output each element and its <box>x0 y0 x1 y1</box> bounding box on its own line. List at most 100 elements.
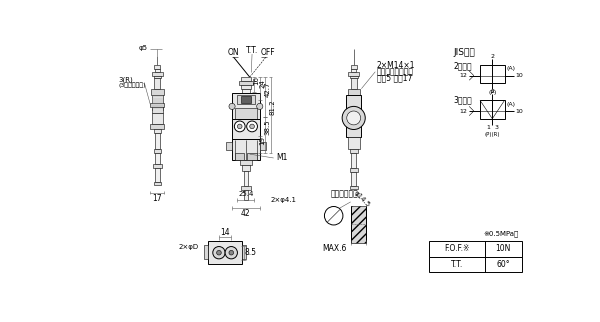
Circle shape <box>257 103 263 109</box>
Bar <box>244 190 248 200</box>
Text: 12: 12 <box>460 109 467 114</box>
Bar <box>155 133 160 149</box>
Bar <box>235 108 257 119</box>
Bar <box>350 186 358 189</box>
Bar <box>350 78 357 89</box>
Bar <box>242 245 246 259</box>
Bar <box>154 182 161 185</box>
Text: 10: 10 <box>515 109 523 114</box>
Text: 厚み5 対辺17: 厚み5 対辺17 <box>377 73 412 82</box>
Text: 2: 2 <box>490 54 494 59</box>
Text: 2ポート: 2ポート <box>454 61 472 70</box>
Circle shape <box>325 206 343 225</box>
Text: (P): (P) <box>488 90 496 95</box>
Text: 16: 16 <box>254 76 260 85</box>
Bar <box>241 85 251 89</box>
Text: M1: M1 <box>277 154 288 163</box>
Text: 38.5: 38.5 <box>265 120 271 135</box>
Bar <box>226 142 232 149</box>
Text: 10: 10 <box>515 73 523 78</box>
Bar <box>152 95 163 110</box>
Bar <box>232 139 260 160</box>
Bar <box>205 245 208 259</box>
Bar <box>429 257 521 272</box>
Text: 取付用六角ナット: 取付用六角ナット <box>377 67 414 76</box>
Text: パネル取付穴: パネル取付穴 <box>331 190 358 199</box>
Bar <box>350 206 366 243</box>
Circle shape <box>225 247 238 259</box>
Bar <box>352 69 356 72</box>
Bar <box>352 153 356 168</box>
Bar <box>244 171 248 186</box>
Text: (P)(R): (P)(R) <box>485 132 500 137</box>
Text: 2×φ4.1: 2×φ4.1 <box>271 197 296 203</box>
Text: 81.2: 81.2 <box>270 99 276 115</box>
Bar <box>154 149 161 153</box>
Text: 17: 17 <box>152 194 162 203</box>
Circle shape <box>238 124 242 129</box>
Bar <box>235 153 244 160</box>
Bar <box>350 149 358 153</box>
Bar <box>154 65 160 69</box>
Bar <box>151 124 164 129</box>
Text: ※0.5MPa時: ※0.5MPa時 <box>483 230 518 237</box>
Bar <box>241 186 251 190</box>
Bar <box>349 72 359 76</box>
Bar <box>429 241 521 257</box>
Bar <box>155 69 160 72</box>
Text: 8.5: 8.5 <box>245 248 257 257</box>
Bar <box>152 72 163 76</box>
Bar <box>480 65 505 83</box>
Bar <box>347 137 360 149</box>
Bar <box>208 241 242 264</box>
Text: 25.4: 25.4 <box>238 191 254 197</box>
Circle shape <box>229 103 235 109</box>
Bar <box>480 100 505 119</box>
Bar <box>350 65 357 69</box>
Text: 3: 3 <box>494 125 499 130</box>
Text: 14: 14 <box>220 228 230 237</box>
Text: 42.7: 42.7 <box>265 82 271 97</box>
Text: 1: 1 <box>486 125 490 130</box>
Bar <box>350 168 358 172</box>
Text: JIS記号: JIS記号 <box>454 48 476 57</box>
Bar <box>232 92 260 119</box>
Bar <box>155 153 160 164</box>
Text: F.O.F.※: F.O.F.※ <box>444 244 470 253</box>
Bar <box>152 113 163 124</box>
Circle shape <box>213 247 225 259</box>
Text: 2: 2 <box>490 89 494 94</box>
Circle shape <box>347 111 361 125</box>
Text: 60°: 60° <box>496 260 510 269</box>
Text: (3ポートのみ): (3ポートのみ) <box>119 82 146 88</box>
Text: T.T.: T.T. <box>451 260 463 269</box>
Bar <box>151 89 164 95</box>
Text: 2×φD: 2×φD <box>179 244 199 250</box>
Bar <box>154 129 161 133</box>
Bar <box>154 78 160 89</box>
Bar <box>151 102 164 107</box>
Circle shape <box>217 251 221 255</box>
Bar <box>241 77 251 81</box>
Text: 3ポート: 3ポート <box>454 96 473 105</box>
Bar <box>352 172 356 186</box>
Bar <box>153 164 162 168</box>
Text: 10N: 10N <box>496 244 511 253</box>
Bar <box>236 95 255 104</box>
Bar <box>347 89 360 95</box>
Circle shape <box>247 121 257 132</box>
Circle shape <box>342 106 365 129</box>
Text: 2×M14×1: 2×M14×1 <box>377 61 415 70</box>
Text: MAX.6: MAX.6 <box>322 243 347 252</box>
Bar <box>239 81 253 85</box>
Circle shape <box>250 124 254 129</box>
Bar <box>241 96 251 102</box>
Text: 3(R): 3(R) <box>119 76 134 83</box>
Bar <box>155 168 160 182</box>
Bar <box>152 107 163 113</box>
Text: φ14.5: φ14.5 <box>352 190 371 208</box>
Text: 12: 12 <box>460 73 467 78</box>
Bar <box>232 119 260 139</box>
Bar <box>242 89 250 92</box>
Text: ON: ON <box>228 48 239 57</box>
